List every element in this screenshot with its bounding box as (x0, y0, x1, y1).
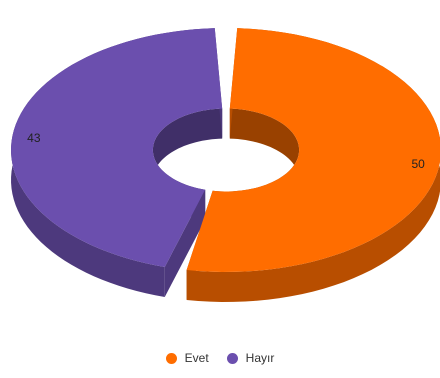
chart-legend: Evet Hayır (0, 348, 440, 368)
legend-item-evet[interactable]: Evet (165, 351, 209, 365)
legend-item-hayir[interactable]: Hayır (226, 351, 275, 365)
slice-cut-face-1-0 (164, 189, 206, 297)
legend-label-evet: Evet (184, 351, 209, 365)
legend-marker-hayir (226, 352, 238, 364)
donut-chart: 50 43 (11, 28, 440, 302)
data-label-1: 43 (27, 131, 41, 145)
slice-outer-wall-0 (186, 28, 440, 302)
slice-hayr[interactable] (11, 28, 223, 267)
legend-marker-evet (165, 352, 177, 364)
slice-tops: 50 43 (11, 28, 440, 272)
legend-label-hayir: Hayır (245, 351, 275, 365)
data-label-0: 50 (411, 157, 425, 171)
slice-evet[interactable] (186, 28, 440, 272)
